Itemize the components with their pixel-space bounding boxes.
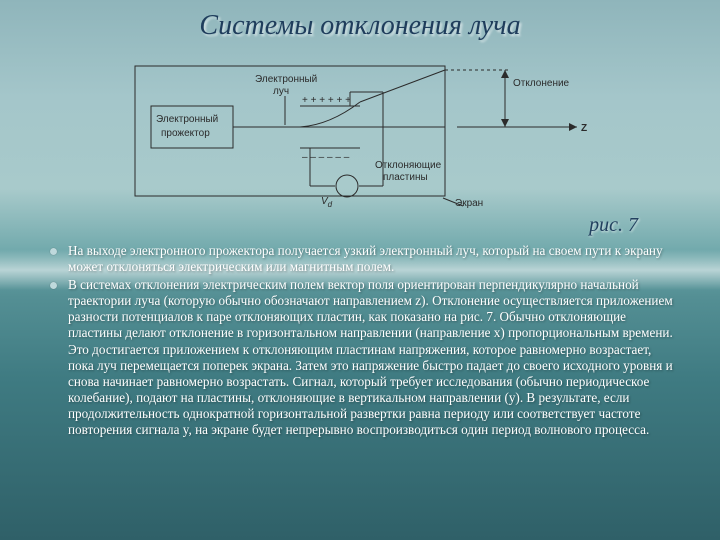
label-vd: Vd (321, 196, 333, 209)
label-z: Z (581, 123, 587, 134)
label-projector-l2: прожектор (161, 128, 210, 139)
figure-container: Электронный прожектор Электронный луч + … (42, 48, 678, 218)
label-top-plate-plus: + + + + + + (302, 95, 351, 106)
slide: Системы отклонения луча Электронный прож… (0, 0, 720, 540)
bullet-1: На выходе электронного прожектора получа… (46, 243, 674, 275)
label-screen: Экран (455, 198, 483, 209)
label-bottom-plate-minus: – – – – – – (302, 152, 350, 163)
label-plates-l1: Отклоняющие (375, 160, 442, 171)
slide-title: Системы отклонения луча (42, 10, 678, 42)
label-beam-l2: луч (273, 86, 289, 97)
label-plates-l2: пластины (383, 172, 428, 183)
body-list: На выходе электронного прожектора получа… (42, 243, 678, 438)
label-projector-l1: Электронный (156, 114, 218, 125)
beam-deflection-diagram: Электронный прожектор Электронный луч + … (125, 48, 595, 218)
label-beam-l1: Электронный (255, 74, 317, 85)
bullet-2: В системах отклонения электрическим поле… (46, 277, 674, 438)
label-deflection: Отклонение (513, 78, 570, 89)
